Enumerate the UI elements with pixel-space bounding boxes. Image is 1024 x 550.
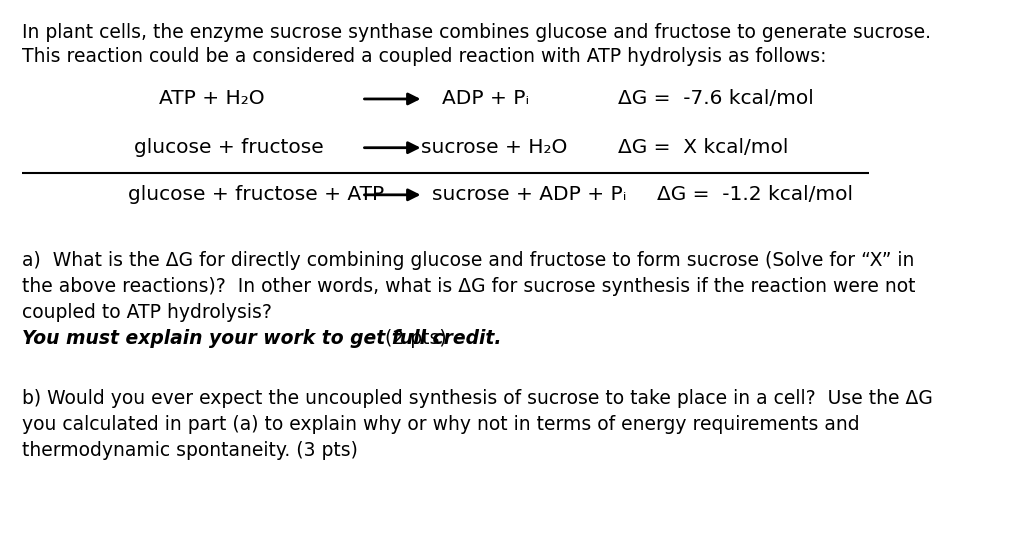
Text: sucrose + H₂O: sucrose + H₂O [421,138,567,157]
Text: the above reactions)?  In other words, what is ΔG for sucrose synthesis if the r: the above reactions)? In other words, wh… [22,277,915,295]
Text: (2 pts): (2 pts) [379,329,446,348]
Text: ADP + Pᵢ: ADP + Pᵢ [441,90,528,108]
Text: ΔG =  X kcal/mol: ΔG = X kcal/mol [617,138,787,157]
Text: You must explain your work to get full credit.: You must explain your work to get full c… [22,329,502,348]
Text: ΔG =  -7.6 kcal/mol: ΔG = -7.6 kcal/mol [617,90,813,108]
Text: ΔG =  -1.2 kcal/mol: ΔG = -1.2 kcal/mol [657,185,853,205]
Text: coupled to ATP hydrolysis?: coupled to ATP hydrolysis? [22,302,271,322]
Text: ATP + H₂O: ATP + H₂O [159,90,264,108]
Text: you calculated in part (a) to explain why or why not in terms of energy requirem: you calculated in part (a) to explain wh… [22,415,859,434]
Text: sucrose + ADP + Pᵢ: sucrose + ADP + Pᵢ [432,185,627,205]
Text: This reaction could be a considered a coupled reaction with ATP hydrolysis as fo: This reaction could be a considered a co… [22,47,826,67]
Text: a)  What is the ΔG for directly combining glucose and fructose to form sucrose (: a) What is the ΔG for directly combining… [22,251,914,270]
Text: glucose + fructose + ATP: glucose + fructose + ATP [128,185,384,205]
Text: glucose + fructose: glucose + fructose [134,138,324,157]
Text: b) Would you ever expect the uncoupled synthesis of sucrose to take place in a c: b) Would you ever expect the uncoupled s… [22,389,933,408]
Text: In plant cells, the enzyme sucrose synthase combines glucose and fructose to gen: In plant cells, the enzyme sucrose synth… [22,23,931,42]
Text: thermodynamic spontaneity. (3 pts): thermodynamic spontaneity. (3 pts) [22,441,357,460]
